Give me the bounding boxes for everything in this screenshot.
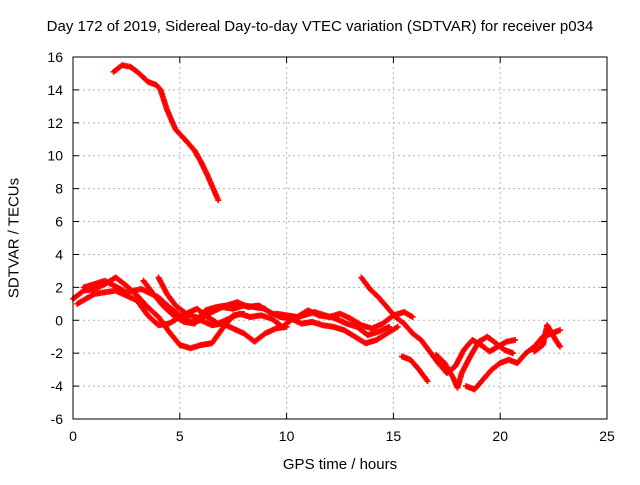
- x-tick-label: 20: [492, 428, 508, 444]
- series-track-i: [433, 333, 517, 391]
- y-tick-label: 6: [55, 214, 63, 230]
- data-point: [424, 378, 431, 385]
- x-tick-label: 10: [279, 428, 295, 444]
- data-point: [409, 313, 416, 320]
- y-tick-label: 2: [55, 279, 63, 295]
- data-point: [512, 337, 519, 344]
- data-point: [394, 323, 401, 330]
- chart-title: Day 172 of 2019, Sidereal Day-to-day VTE…: [46, 18, 594, 35]
- data-point: [510, 350, 517, 357]
- y-tick-label: 12: [47, 115, 63, 131]
- x-tick-label: 25: [599, 428, 615, 444]
- y-tick-label: -6: [51, 411, 64, 427]
- x-tick-label: 5: [176, 428, 184, 444]
- y-tick-label: 8: [55, 181, 63, 197]
- y-tick-label: -4: [51, 378, 64, 394]
- y-tick-label: -2: [51, 345, 64, 361]
- x-tick-label: 0: [69, 428, 77, 444]
- series-track-k: [531, 322, 564, 355]
- plot-frame: [72, 56, 608, 420]
- data-point: [215, 197, 222, 204]
- y-tick-label: 10: [47, 148, 63, 164]
- data-point: [557, 327, 564, 334]
- series-track-h: [398, 353, 431, 385]
- series-track-f: [272, 307, 416, 332]
- data-point: [386, 323, 393, 330]
- series-track-e: [155, 274, 393, 339]
- x-tick-label: 15: [386, 428, 402, 444]
- y-axis-label: SDTVAR / TECUs: [5, 177, 23, 299]
- y-tick-label: 0: [55, 312, 63, 328]
- x-axis-label: GPS time / hours: [282, 456, 398, 473]
- y-tick-label: 14: [47, 82, 63, 98]
- y-tick-label: 16: [47, 49, 63, 65]
- series-track-j: [463, 327, 564, 393]
- series-track-high: [110, 62, 222, 204]
- data-point: [557, 343, 564, 350]
- y-tick-label: 4: [55, 246, 63, 262]
